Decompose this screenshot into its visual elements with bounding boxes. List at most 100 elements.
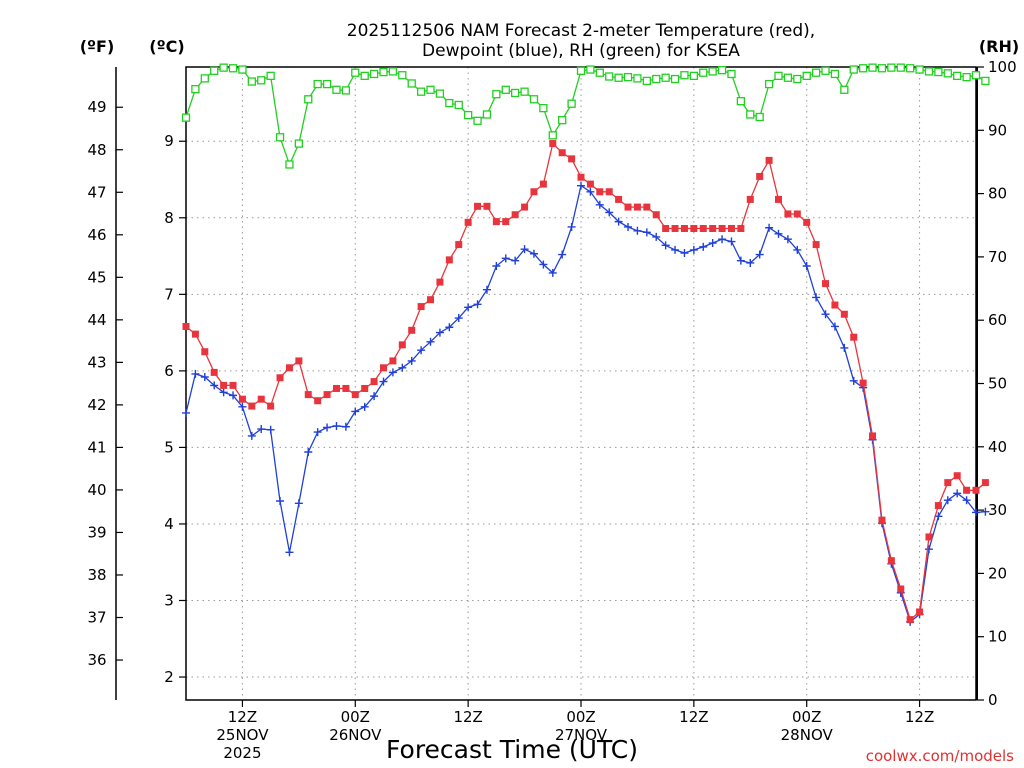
dewpoint-point [765,223,774,232]
rh-tick-label: 100 [988,58,1017,76]
dewpoint-point [351,407,360,416]
rh-point [849,65,858,74]
dewpoint-point [379,377,388,386]
rh-point [924,67,934,76]
temperature-point [812,241,820,249]
celsius-tick-label: 8 [164,209,174,227]
rh-point [680,71,689,80]
dewpoint-point [727,237,736,246]
dewpoint-point [802,262,811,271]
rh-point [558,116,567,125]
temperature-point [878,516,886,524]
dewpoint-point [370,392,379,401]
temperature-series [182,140,989,624]
temperature-point [709,225,717,233]
rh-point [586,65,595,74]
fahrenheit-tick-label: 36 [87,651,106,669]
series-layer [181,63,990,626]
temperature-point [934,502,942,510]
temperature-point [727,225,735,233]
temperature-point [511,211,519,219]
dewpoint-point [652,232,661,241]
temperature-point [332,384,340,392]
rh-point [614,73,623,82]
dewpoint-point [257,425,266,434]
dewpoint-point [577,181,585,190]
dewpoint-point [219,388,228,397]
temperature-point [897,585,905,593]
rh-point [200,74,209,83]
rh-point [181,113,191,122]
rh-point [576,66,586,75]
dewpoint-point [473,300,482,309]
x-tick-label: 25NOV [216,726,269,744]
rh-point [304,95,313,104]
dewpoint-point [294,499,303,508]
dewpoint-point [276,496,285,505]
rh-point [482,110,492,119]
rh-point [445,98,454,108]
rh-point [548,131,557,140]
rh-point [463,110,473,120]
dewpoint-point [972,508,980,517]
rh-point [407,79,416,88]
dewpoint-point [812,293,821,302]
rh-point [793,74,802,84]
temperature-point [737,225,745,233]
fahrenheit-tick-label: 44 [87,311,106,329]
temperature-point [257,395,265,403]
rh-point [699,68,708,77]
temperature-point [408,326,416,334]
dewpoint-point [840,343,849,352]
rh-tick-label: 60 [988,311,1007,329]
temperature-point [925,533,933,541]
dewpoint-point [774,229,783,238]
rh-point [595,68,604,77]
temperature-point [474,202,482,210]
dewpoint-point [426,337,435,346]
temperature-point [342,384,350,392]
dewpoint-point [388,368,397,377]
temperature-point [624,203,632,211]
rh-tick-label: 50 [988,375,1007,393]
rh-point [426,85,435,94]
rh-point [623,72,633,82]
rh-point [708,67,717,76]
dewpoint-point [464,303,473,312]
rh-tick-label: 0 [988,691,998,709]
celsius-tick-label: 3 [164,591,174,609]
temperature-point [427,296,435,304]
temperature-point [831,301,839,309]
temperature-point [944,479,952,487]
dewpoint-point [435,328,444,337]
rh-point [191,85,200,94]
temperature-point [586,180,594,188]
celsius-tick-label: 4 [164,515,174,533]
fahrenheit-tick-label: 47 [87,183,106,201]
dewpoint-point [567,222,576,231]
dewpoint-point [746,258,755,267]
temperature-point [191,330,199,338]
temperature-point [859,379,867,387]
dewpoint-point [313,428,322,437]
temperature-point [718,225,726,233]
temperature-point [483,202,491,210]
rh-point [238,65,247,74]
rh-point [379,67,388,77]
rh-point [360,71,369,81]
temperature-point [314,397,322,405]
rh-point [811,68,821,77]
dewpoint-point [755,250,764,259]
temperature-point [389,357,397,365]
dewpoint-point [830,322,839,331]
rh-point [887,63,896,72]
rh-tick-label: 10 [988,628,1007,646]
fahrenheit-tick-label: 37 [87,609,106,627]
temperature-point [671,225,679,233]
temperature-point [417,303,425,311]
dewpoint-point [492,262,501,271]
rh-point [257,76,266,85]
chart-title-line1: 2025112506 NAM Forecast 2-meter Temperat… [347,21,815,41]
rh-point [332,85,341,94]
rh-point [275,133,285,142]
